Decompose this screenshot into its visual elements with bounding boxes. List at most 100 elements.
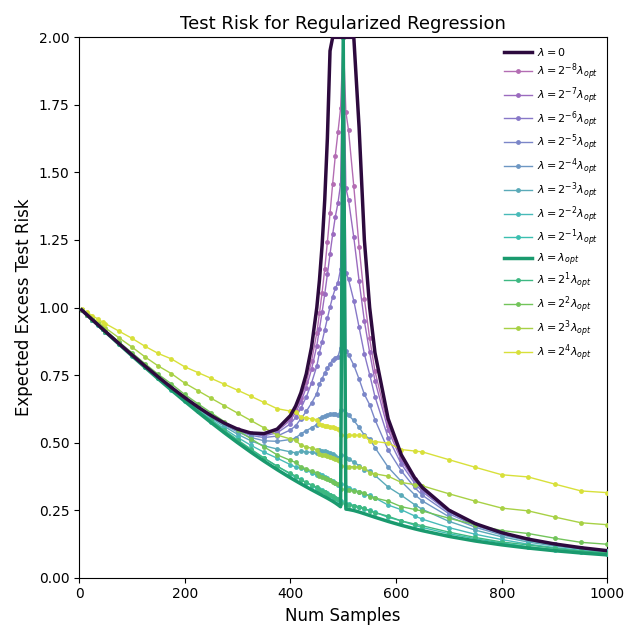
$\lambda = 2^{4}\lambda_{opt}$ <box>78 305 86 313</box>
$\lambda = 2^{-1}\lambda_{opt}$ <box>604 550 611 558</box>
$\lambda = 2^{-2}\lambda_{opt}$ <box>371 494 379 502</box>
Line: $\lambda = 2^{-5}\lambda_{opt}$: $\lambda = 2^{-5}\lambda_{opt}$ <box>79 35 610 554</box>
Line: $\lambda = 2^{-3}\lambda_{opt}$: $\lambda = 2^{-3}\lambda_{opt}$ <box>79 35 610 554</box>
$\lambda = 2^{-8}\lambda_{opt}$ <box>339 33 347 41</box>
$\lambda = \lambda_{opt}$ <box>371 513 379 521</box>
$\lambda = 2^{-1}\lambda_{opt}$ <box>329 493 337 500</box>
$\lambda = 2^{1}\lambda_{opt}$ <box>472 534 479 541</box>
$\lambda = 2^{-2}\lambda_{opt}$ <box>332 479 339 487</box>
$\lambda = 2^{1}\lambda_{opt}$ <box>604 549 611 557</box>
$\lambda = 2^{3}\lambda_{opt}$ <box>78 306 86 314</box>
$\lambda = 2^{-7}\lambda_{opt}$ <box>604 547 611 555</box>
$\lambda = 2^{-7}\lambda_{opt}$ <box>329 230 337 238</box>
$\lambda = 2^{1}\lambda_{opt}$ <box>78 306 86 314</box>
$\lambda = 0$ <box>472 520 479 527</box>
$\lambda = 2^{-6}\lambda_{opt}$ <box>78 306 86 314</box>
Line: $\lambda = 2^{-2}\lambda_{opt}$: $\lambda = 2^{-2}\lambda_{opt}$ <box>79 35 610 556</box>
$\lambda = \lambda_{opt}$ <box>221 429 228 436</box>
$\lambda = 0$ <box>221 419 228 427</box>
$\lambda = \lambda_{opt}$ <box>339 33 347 41</box>
$\lambda = 2^{-5}\lambda_{opt}$ <box>337 344 344 351</box>
$\lambda = 2^{2}\lambda_{opt}$ <box>339 33 347 41</box>
$\lambda = 2^{-5}\lambda_{opt}$ <box>604 547 611 555</box>
$\lambda = 2^{4}\lambda_{opt}$ <box>332 424 339 432</box>
$\lambda = 2^{-2}\lambda_{opt}$ <box>337 481 344 488</box>
$\lambda = 0$ <box>339 33 347 41</box>
$\lambda = 2^{-1}\lambda_{opt}$ <box>221 428 228 435</box>
$\lambda = 2^{-8}\lambda_{opt}$ <box>221 419 228 427</box>
$\lambda = 2^{-5}\lambda_{opt}$ <box>78 306 86 314</box>
$\lambda = 2^{-5}\lambda_{opt}$ <box>339 33 347 41</box>
$\lambda = 2^{2}\lambda_{opt}$ <box>371 494 379 502</box>
Title: Test Risk for Regularized Regression: Test Risk for Regularized Regression <box>180 15 506 33</box>
$\lambda = 2^{-3}\lambda_{opt}$ <box>604 548 611 556</box>
$\lambda = 2^{-1}\lambda_{opt}$ <box>339 33 347 41</box>
$\lambda = 2^{4}\lambda_{opt}$ <box>329 424 337 431</box>
$\lambda = 0$ <box>371 349 379 356</box>
$\lambda = 2^{-2}\lambda_{opt}$ <box>339 33 347 41</box>
$\lambda = \lambda_{opt}$ <box>78 306 86 314</box>
Line: $\lambda = 2^{1}\lambda_{opt}$: $\lambda = 2^{1}\lambda_{opt}$ <box>79 35 610 556</box>
$\lambda = 2^{-4}\lambda_{opt}$ <box>472 524 479 531</box>
$\lambda = 2^{-3}\lambda_{opt}$ <box>329 451 337 458</box>
$\lambda = 2^{-7}\lambda_{opt}$ <box>78 306 86 314</box>
$\lambda = 2^{-3}\lambda_{opt}$ <box>337 451 344 459</box>
$\lambda = 2^{-4}\lambda_{opt}$ <box>78 306 86 314</box>
Line: $\lambda = 2^{-6}\lambda_{opt}$: $\lambda = 2^{-6}\lambda_{opt}$ <box>79 35 610 554</box>
$\lambda = 2^{-6}\lambda_{opt}$ <box>332 285 339 292</box>
$\lambda = 2^{-3}\lambda_{opt}$ <box>371 472 379 479</box>
$\lambda = 2^{4}\lambda_{opt}$ <box>337 431 344 439</box>
$\lambda = 2^{-1}\lambda_{opt}$ <box>371 508 379 516</box>
$\lambda = 2^{-5}\lambda_{opt}$ <box>472 522 479 529</box>
Line: $\lambda = 2^{-1}\lambda_{opt}$: $\lambda = 2^{-1}\lambda_{opt}$ <box>79 35 610 557</box>
$\lambda = 2^{2}\lambda_{opt}$ <box>332 479 339 487</box>
$\lambda = \lambda_{opt}$ <box>472 537 479 545</box>
$\lambda = 2^{3}\lambda_{opt}$ <box>371 470 379 477</box>
$\lambda = 2^{-7}\lambda_{opt}$ <box>371 377 379 385</box>
X-axis label: Num Samples: Num Samples <box>285 607 401 625</box>
$\lambda = 2^{-6}\lambda_{opt}$ <box>337 265 344 273</box>
$\lambda = 2^{-6}\lambda_{opt}$ <box>329 293 337 301</box>
$\lambda = 2^{-8}\lambda_{opt}$ <box>472 520 479 528</box>
$\lambda = 2^{2}\lambda_{opt}$ <box>329 478 337 486</box>
$\lambda = 2^{2}\lambda_{opt}$ <box>78 306 86 314</box>
$\lambda = \lambda_{opt}$ <box>337 503 344 511</box>
$\lambda = 2^{-4}\lambda_{opt}$ <box>221 421 228 429</box>
$\lambda = 2^{1}\lambda_{opt}$ <box>337 499 344 506</box>
$\lambda = 2^{1}\lambda_{opt}$ <box>371 509 379 516</box>
Line: $\lambda = 2^{4}\lambda_{opt}$: $\lambda = 2^{4}\lambda_{opt}$ <box>79 35 610 495</box>
$\lambda = 2^{4}\lambda_{opt}$ <box>371 438 379 445</box>
$\lambda = 2^{-8}\lambda_{opt}$ <box>604 547 611 555</box>
$\lambda = 2^{-8}\lambda_{opt}$ <box>78 306 86 314</box>
$\lambda = 2^{-2}\lambda_{opt}$ <box>221 425 228 433</box>
$\lambda = 2^{-7}\lambda_{opt}$ <box>339 33 347 41</box>
$\lambda = 0$ <box>329 33 337 41</box>
$\lambda = 2^{-2}\lambda_{opt}$ <box>78 306 86 314</box>
$\lambda = 0$ <box>332 33 339 41</box>
$\lambda = 2^{3}\lambda_{opt}$ <box>337 462 344 470</box>
$\lambda = 2^{-6}\lambda_{opt}$ <box>339 33 347 41</box>
$\lambda = 2^{-3}\lambda_{opt}$ <box>78 306 86 314</box>
$\lambda = 2^{4}\lambda_{opt}$ <box>339 33 347 41</box>
$\lambda = 2^{-8}\lambda_{opt}$ <box>337 104 344 112</box>
$\lambda = 2^{2}\lambda_{opt}$ <box>221 418 228 426</box>
$\lambda = 2^{1}\lambda_{opt}$ <box>221 426 228 434</box>
Line: $\lambda = 2^{2}\lambda_{opt}$: $\lambda = 2^{2}\lambda_{opt}$ <box>79 35 610 547</box>
$\lambda = 2^{-1}\lambda_{opt}$ <box>332 495 339 502</box>
Line: $\lambda = 2^{-8}\lambda_{opt}$: $\lambda = 2^{-8}\lambda_{opt}$ <box>79 35 610 553</box>
Line: $\lambda = 2^{3}\lambda_{opt}$: $\lambda = 2^{3}\lambda_{opt}$ <box>79 35 610 527</box>
$\lambda = 2^{-4}\lambda_{opt}$ <box>604 547 611 555</box>
$\lambda = 2^{-6}\lambda_{opt}$ <box>472 521 479 529</box>
$\lambda = 2^{-8}\lambda_{opt}$ <box>329 180 337 188</box>
$\lambda = 2^{-4}\lambda_{opt}$ <box>332 410 339 418</box>
$\lambda = 2^{3}\lambda_{opt}$ <box>604 521 611 529</box>
$\lambda = 2^{-3}\lambda_{opt}$ <box>332 452 339 460</box>
$\lambda = 2^{-7}\lambda_{opt}$ <box>221 420 228 428</box>
$\lambda = 2^{4}\lambda_{opt}$ <box>604 489 611 497</box>
$\lambda = \lambda_{opt}$ <box>332 499 339 507</box>
$\lambda = \lambda_{opt}$ <box>604 551 611 559</box>
$\lambda = 2^{-7}\lambda_{opt}$ <box>472 520 479 528</box>
$\lambda = 2^{-8}\lambda_{opt}$ <box>332 152 339 159</box>
$\lambda = 2^{-6}\lambda_{opt}$ <box>604 547 611 555</box>
$\lambda = 2^{-1}\lambda_{opt}$ <box>337 497 344 505</box>
